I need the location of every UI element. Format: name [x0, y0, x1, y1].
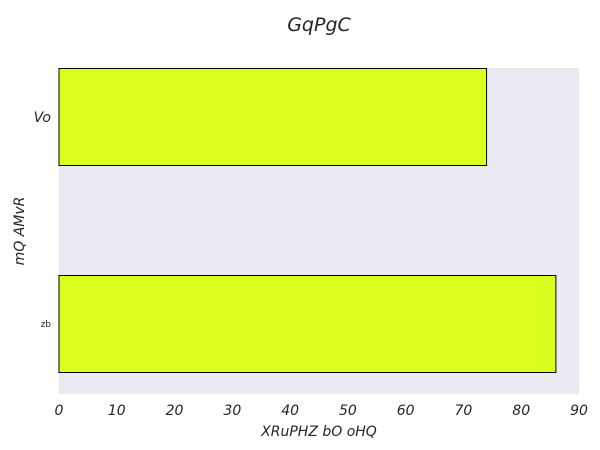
x-tick-label: 30: [223, 403, 241, 419]
bars-group: [58, 68, 557, 373]
x-tick-label: 80: [512, 403, 530, 419]
x-tick-label: 10: [108, 403, 126, 419]
y-tick-labels: Vo zb: [34, 110, 52, 330]
y-axis-label: mQ AMvR: [12, 197, 28, 266]
x-tick-label: 40: [281, 403, 299, 419]
x-tick-labels: 0 10 20 30 40 50 60 70 80 90: [55, 403, 588, 419]
bar-zb: [58, 275, 557, 373]
x-tick-label: 60: [397, 403, 415, 419]
x-tick-label: 20: [166, 403, 184, 419]
x-tick-label: 70: [455, 403, 473, 419]
x-axis-label: XRuPHZ bO oHQ: [260, 424, 377, 440]
bar-Vo: [58, 68, 488, 166]
y-tick-label: Vo: [34, 110, 51, 126]
y-tick-label: zb: [41, 320, 52, 330]
x-tick-label: 0: [55, 403, 64, 419]
x-tick-label: 50: [339, 403, 357, 419]
x-tick-label: 90: [570, 403, 588, 419]
chart-title: GqPgC: [287, 14, 351, 36]
